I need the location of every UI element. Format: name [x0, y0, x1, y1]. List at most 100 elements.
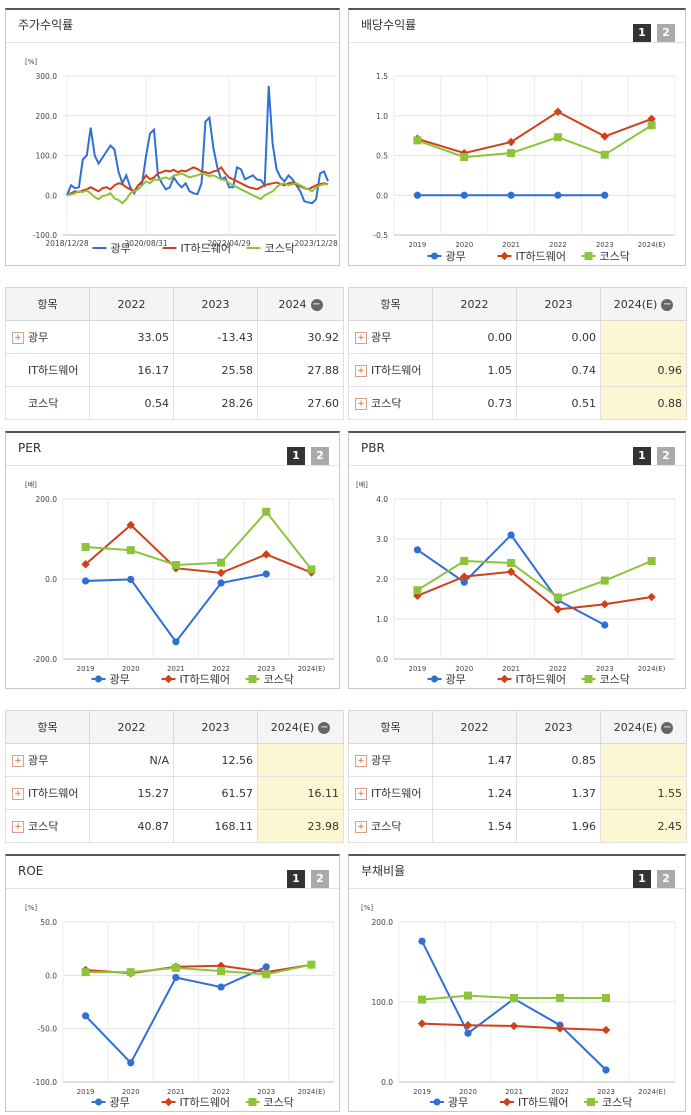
row-label[interactable]: + 광무 — [348, 743, 433, 777]
table-cell — [600, 320, 687, 354]
legend-label: IT하드웨어 — [516, 249, 566, 263]
panel-title: ROE — [18, 864, 44, 878]
row-label[interactable]: + 광무 — [5, 320, 90, 354]
header-label: 2022 — [460, 297, 489, 311]
table-cell: 25.58 — [173, 353, 258, 387]
tab-1[interactable]: 1 — [633, 447, 651, 465]
tab-1[interactable]: 1 — [287, 870, 305, 888]
data-point — [216, 568, 226, 578]
row-label[interactable]: + IT하드웨어 — [348, 353, 433, 387]
data-point — [171, 963, 180, 972]
row-label[interactable]: + IT하드웨어 — [348, 776, 433, 810]
table-cell: 0.00 — [432, 320, 517, 354]
tab-2[interactable]: 2 — [311, 447, 329, 465]
tab-2[interactable]: 2 — [657, 24, 675, 42]
expand-icon[interactable]: + — [12, 755, 24, 767]
legend-item: IT하드웨어 — [497, 672, 566, 686]
header-label: 2024(E) — [613, 720, 658, 734]
legend-label: 코스닥 — [600, 673, 630, 686]
data-point — [507, 559, 516, 567]
table-cell: 16.17 — [89, 353, 174, 387]
row-label[interactable]: + 코스닥 — [5, 809, 90, 843]
legend-item: IT하드웨어 — [500, 1095, 568, 1109]
data-point — [553, 133, 562, 142]
expand-icon[interactable]: + — [355, 755, 367, 767]
y-tick-label: 3.0 — [376, 535, 388, 544]
row-label[interactable]: IT하드웨어 — [5, 353, 90, 387]
table-cell: 0.73 — [432, 386, 517, 420]
panel-title: 부채비율 — [361, 864, 406, 878]
expand-icon[interactable]: + — [12, 821, 24, 833]
table-row: + 광무 0.00 0.00 — [348, 320, 687, 354]
data-point — [262, 507, 271, 516]
data-point — [126, 546, 135, 555]
tab-1[interactable]: 1 — [633, 24, 651, 42]
y-tick-label: 0.5 — [376, 152, 388, 161]
table-row: + 코스닥 0.73 0.51 0.88 — [348, 386, 687, 420]
expand-icon[interactable]: + — [355, 332, 367, 344]
column-header: 2023 — [516, 710, 601, 744]
y-axis-unit: [배] — [25, 480, 37, 489]
row-label-text: IT하드웨어 — [28, 787, 79, 800]
column-header: 2024− — [257, 287, 344, 321]
collapse-icon[interactable]: − — [661, 721, 674, 734]
tab-2[interactable]: 2 — [657, 447, 675, 465]
legend-item: 광무 — [92, 242, 131, 255]
collapse-icon[interactable]: − — [310, 298, 323, 311]
row-label[interactable]: + IT하드웨어 — [5, 776, 90, 810]
data-point — [126, 968, 135, 977]
legend-label: 코스닥 — [600, 250, 630, 263]
x-tick-label: 2023 — [596, 665, 614, 673]
legend-label: 광무 — [110, 1096, 130, 1109]
legend-item: 코스닥 — [584, 1096, 632, 1109]
series-line-1 — [84, 965, 267, 1065]
table-row: + 광무 N/A 12.56 — [5, 743, 344, 777]
data-point — [262, 550, 271, 559]
expand-icon[interactable]: + — [355, 365, 367, 377]
row-label[interactable]: + 코스닥 — [348, 809, 433, 843]
debt-ratio-chart: [%] 200.0 100.0 0.0 2019 2020 2021 2022 2023 2024… — [361, 904, 676, 1109]
tab-1[interactable]: 1 — [287, 447, 305, 465]
expand-icon[interactable]: + — [355, 788, 367, 800]
row-label[interactable]: + 코스닥 — [348, 386, 433, 420]
legend-marker — [431, 252, 438, 260]
legend-marker — [431, 675, 438, 683]
y-tick-label: 100.0 — [372, 998, 394, 1007]
tab-2[interactable]: 2 — [657, 870, 675, 888]
table-row: + 코스닥 40.87 168.11 23.98 — [5, 809, 344, 843]
expand-icon[interactable]: + — [12, 332, 24, 344]
expand-icon[interactable]: + — [355, 821, 367, 833]
header-label: 2023 — [544, 720, 573, 734]
row-label-text: 코스닥 — [28, 820, 59, 833]
row-label[interactable]: + 광무 — [5, 743, 90, 777]
table-cell: 1.96 — [516, 809, 601, 843]
x-tick-label: 2021 — [502, 241, 520, 249]
data-point — [262, 970, 271, 979]
tab-1[interactable]: 1 — [633, 870, 651, 888]
legend-marker — [502, 1097, 512, 1107]
column-header: 항목 — [5, 710, 90, 744]
table-header-row: 항목 2022 2023 2024(E) − — [5, 710, 344, 744]
series-line-2 — [417, 110, 652, 155]
data-point — [601, 1025, 611, 1035]
data-point — [553, 107, 563, 117]
data-point — [464, 991, 472, 1000]
y-tick-label: 1.0 — [376, 112, 388, 121]
row-label[interactable]: + 광무 — [348, 320, 433, 354]
data-point — [217, 967, 226, 976]
data-point — [600, 150, 609, 159]
data-point — [510, 994, 518, 1002]
expand-icon[interactable]: + — [355, 398, 367, 410]
y-axis-unit: [%] — [25, 58, 37, 66]
collapse-icon[interactable]: − — [661, 298, 674, 311]
data-point — [127, 1059, 135, 1067]
legend-item: IT하드웨어 — [497, 249, 566, 263]
collapse-icon[interactable]: − — [318, 721, 331, 734]
legend-marker — [95, 675, 102, 683]
tab-2[interactable]: 2 — [311, 870, 329, 888]
series-line-3 — [416, 559, 652, 599]
table-row: + IT하드웨어 15.27 61.57 16.11 — [5, 776, 344, 810]
table-cell: 168.11 — [173, 809, 258, 843]
expand-icon[interactable]: + — [12, 788, 24, 800]
row-label[interactable]: 코스닥 — [5, 386, 90, 420]
